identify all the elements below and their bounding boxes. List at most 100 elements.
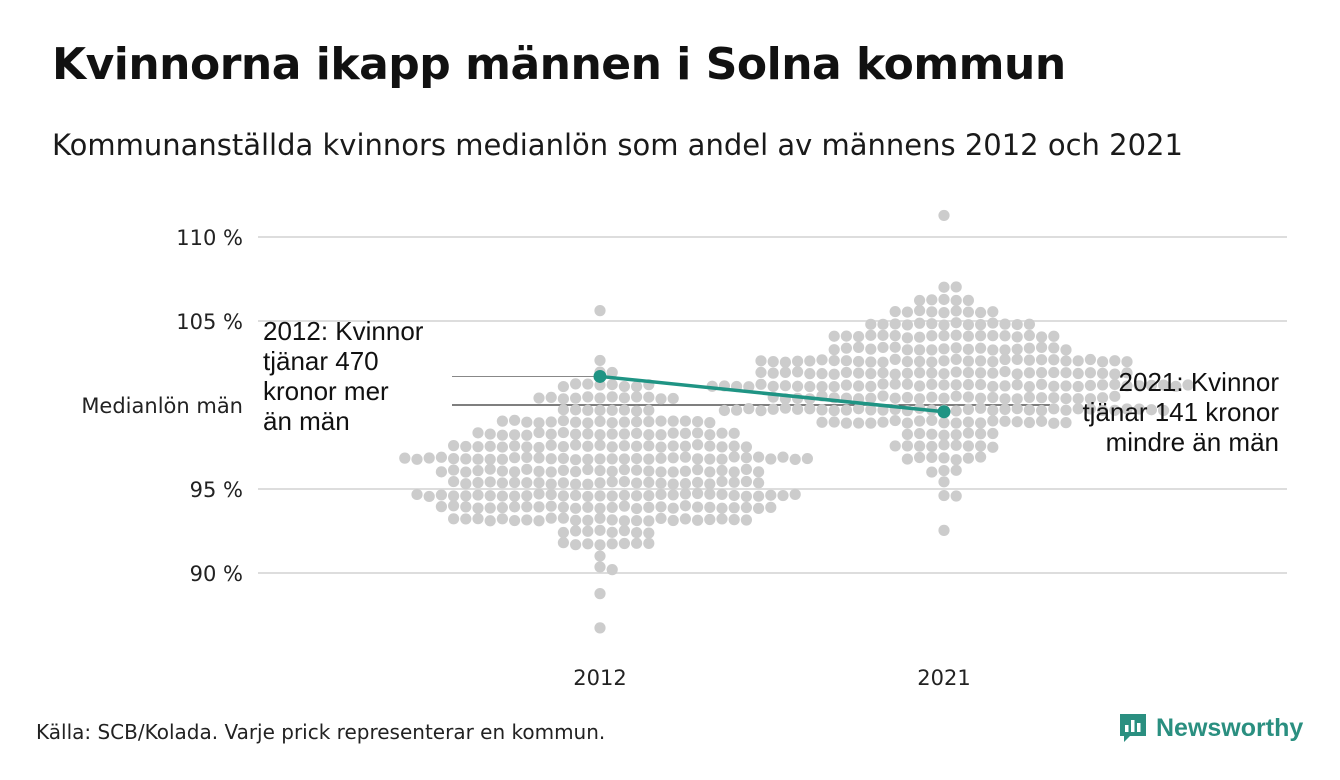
- municipality-dot: [889, 330, 901, 342]
- municipality-dot: [962, 416, 975, 428]
- municipality-dot: [999, 353, 1011, 366]
- municipality-dot: [938, 476, 950, 488]
- municipality-dot: [411, 488, 423, 501]
- municipality-dot: [618, 537, 631, 550]
- municipality-dot: [508, 514, 521, 527]
- municipality-dot: [570, 539, 582, 551]
- municipality-dot: [496, 453, 508, 465]
- municipality-dot: [692, 439, 704, 451]
- municipality-dot: [643, 453, 655, 465]
- municipality-dot: [496, 490, 508, 502]
- municipality-dot: [767, 367, 779, 379]
- municipality-dot: [1109, 390, 1121, 402]
- municipality-dot: [926, 367, 938, 379]
- municipality-dot: [1011, 368, 1023, 380]
- municipality-dot: [889, 414, 901, 427]
- municipality-dot: [460, 478, 472, 490]
- municipality-dot: [1133, 380, 1145, 392]
- municipality-dot: [865, 329, 877, 341]
- municipality-dot: [631, 490, 643, 502]
- municipality-dot: [631, 391, 643, 403]
- municipality-dot: [1011, 353, 1023, 366]
- municipality-dot: [570, 514, 582, 526]
- municipality-dot: [631, 416, 643, 428]
- municipality-dot: [1097, 404, 1109, 417]
- municipality-dot: [755, 378, 767, 390]
- municipality-dot: [816, 354, 828, 366]
- municipality-dot: [692, 501, 704, 513]
- municipality-dot: [865, 392, 877, 404]
- municipality-dot: [877, 356, 889, 368]
- reference-line-label: Medianlön män: [81, 394, 243, 418]
- municipality-dot: [570, 428, 582, 440]
- municipality-dot: [557, 477, 570, 489]
- municipality-dot: [643, 490, 655, 502]
- municipality-dot: [938, 439, 950, 451]
- municipality-dot: [533, 452, 545, 464]
- municipality-dot: [484, 453, 496, 465]
- source-note: Källa: SCB/Kolada. Varje prick represent…: [36, 720, 606, 744]
- x-category-label: 2021: [917, 666, 970, 690]
- municipality-dot: [618, 404, 631, 416]
- municipality-dot: [716, 488, 728, 500]
- municipality-dot: [570, 454, 582, 466]
- municipality-dot: [606, 366, 618, 379]
- municipality-dot: [938, 330, 950, 342]
- municipality-dot: [962, 319, 975, 331]
- municipality-dot: [728, 440, 740, 452]
- municipality-dot: [618, 453, 631, 465]
- municipality-dot: [1072, 367, 1084, 380]
- municipality-dot: [704, 501, 716, 513]
- municipality-dot: [1011, 393, 1023, 405]
- municipality-dot: [950, 490, 962, 502]
- municipality-dot: [594, 490, 606, 502]
- municipality-dot: [728, 451, 740, 463]
- municipality-dot: [950, 353, 962, 366]
- municipality-dot: [938, 489, 950, 502]
- municipality-dot: [435, 501, 447, 513]
- municipality-dots: [399, 209, 1194, 634]
- municipality-dot: [557, 426, 570, 439]
- municipality-dot: [716, 427, 728, 439]
- municipality-dot: [643, 527, 655, 539]
- municipality-dot: [606, 428, 618, 440]
- municipality-dot: [594, 429, 606, 441]
- municipality-dot: [1023, 318, 1035, 330]
- municipality-dot: [521, 490, 533, 502]
- municipality-dot: [792, 380, 804, 392]
- municipality-dot: [643, 391, 655, 403]
- municipality-dot: [926, 428, 938, 440]
- municipality-dot: [950, 464, 962, 476]
- municipality-dot: [557, 526, 570, 539]
- municipality-dot: [618, 489, 631, 501]
- municipality-dot: [594, 550, 606, 562]
- municipality-dot: [704, 478, 716, 490]
- municipality-dot: [999, 403, 1011, 415]
- municipality-dot: [667, 392, 679, 405]
- municipality-dot: [987, 380, 999, 393]
- municipality-dot: [950, 439, 962, 451]
- municipality-dot: [704, 513, 716, 526]
- municipality-dot: [606, 465, 618, 477]
- municipality-dot: [1036, 367, 1048, 379]
- municipality-dot: [926, 466, 938, 478]
- municipality-dot: [926, 451, 938, 463]
- newsworthy-logo-icon: [1120, 714, 1146, 742]
- y-tick-label: 110 %: [176, 226, 243, 250]
- municipality-dot: [643, 429, 655, 441]
- municipality-dot: [460, 490, 472, 502]
- municipality-dot: [570, 416, 582, 428]
- municipality-dot: [460, 501, 472, 513]
- municipality-dot: [679, 465, 692, 477]
- municipality-dot: [692, 514, 704, 526]
- municipality-dot: [594, 404, 606, 416]
- municipality-dot: [667, 478, 679, 490]
- municipality-dot: [962, 403, 975, 415]
- municipality-dot: [1072, 355, 1084, 367]
- municipality-dot: [938, 368, 950, 380]
- municipality-dot: [557, 441, 570, 453]
- municipality-dot: [643, 515, 655, 527]
- municipality-dot: [1158, 379, 1170, 391]
- municipality-dot: [704, 417, 716, 429]
- municipality-dot: [484, 428, 496, 440]
